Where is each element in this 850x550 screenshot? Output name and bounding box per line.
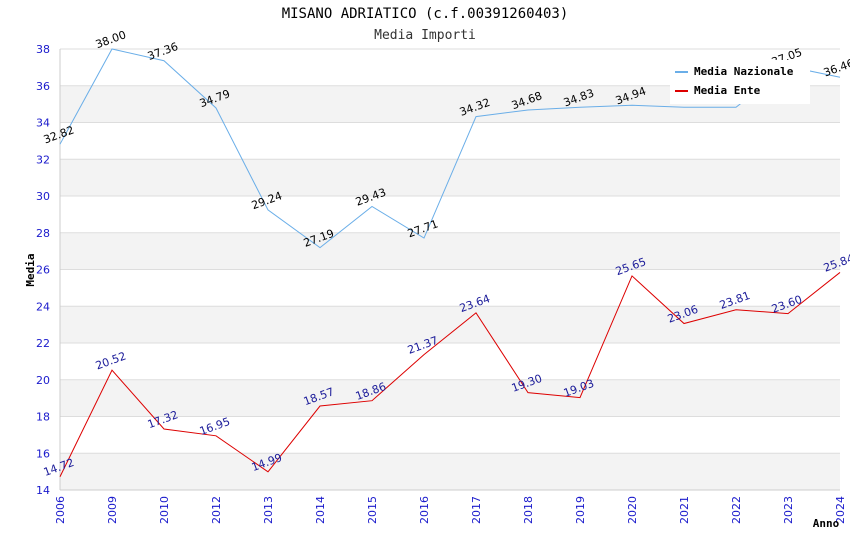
chart-title: MISANO ADRIATICO (c.f.00391260403) — [282, 6, 569, 22]
y-tick-label: 28 — [36, 227, 50, 240]
x-tick-label: 2022 — [730, 496, 743, 524]
series-line-1 — [59, 272, 841, 477]
x-tick-label: 2024 — [834, 496, 847, 524]
y-tick-label: 14 — [36, 484, 50, 497]
legend: Media Nazionale Media Ente — [670, 60, 810, 104]
legend-label-nazionale: Media Nazionale — [694, 65, 794, 78]
series-line-0 — [59, 48, 841, 249]
x-tick-label: 2019 — [574, 496, 587, 524]
y-tick-label: 16 — [36, 447, 50, 460]
x-tick-labels: 2006 2009 2010 2012 2013 2014 2015 2016 2017 2018… — [54, 496, 847, 524]
y-tick-label: 22 — [36, 337, 50, 350]
x-tick-label: 2010 — [158, 496, 171, 524]
data-label: 38.00 — [94, 28, 128, 51]
x-tick-label: 2016 — [418, 496, 431, 524]
y-tick-labels: 14 16 18 20 22 24 26 28 30 32 34 36 38 — [36, 43, 50, 497]
x-axis-label: Anno — [813, 517, 840, 530]
y-axis-label: Media — [24, 253, 37, 286]
y-tick-label: 20 — [36, 374, 50, 387]
x-tick-label: 2014 — [314, 496, 327, 524]
plot-band — [60, 416, 840, 454]
y-tick-label: 32 — [36, 153, 50, 166]
y-tick-label: 38 — [36, 43, 50, 56]
x-tick-label: 2020 — [626, 496, 639, 524]
plot-band — [60, 306, 840, 343]
plot-band — [60, 343, 840, 380]
y-tick-label: 18 — [36, 411, 50, 424]
x-tick-label: 2009 — [106, 496, 119, 524]
plot-band — [60, 196, 840, 233]
x-tick-label: 2013 — [262, 496, 275, 524]
axes — [59, 49, 840, 491]
plot-bands — [60, 49, 840, 490]
y-tick-label: 26 — [36, 264, 50, 277]
x-tick-label: 2006 — [54, 496, 67, 524]
legend-label-ente: Media Ente — [694, 84, 761, 97]
series-lines — [59, 48, 841, 477]
y-tick-label: 34 — [36, 117, 50, 130]
plot-band — [60, 122, 840, 160]
plot-band — [60, 379, 840, 417]
y-tick-label: 30 — [36, 190, 50, 203]
x-tick-label: 2015 — [366, 496, 379, 524]
x-tick-label: 2023 — [782, 496, 795, 524]
x-tick-label: 2012 — [210, 496, 223, 524]
x-tick-label: 2017 — [470, 496, 483, 524]
y-tick-label: 24 — [36, 300, 50, 313]
plot-band — [60, 269, 840, 307]
x-tick-label: 2018 — [522, 496, 535, 524]
legend-box — [670, 60, 810, 104]
y-tick-label: 36 — [36, 80, 50, 93]
plot-band — [60, 232, 840, 270]
chart-subtitle: Media Importi — [374, 28, 476, 43]
x-tick-label: 2021 — [678, 496, 691, 524]
plot-band — [60, 453, 840, 490]
